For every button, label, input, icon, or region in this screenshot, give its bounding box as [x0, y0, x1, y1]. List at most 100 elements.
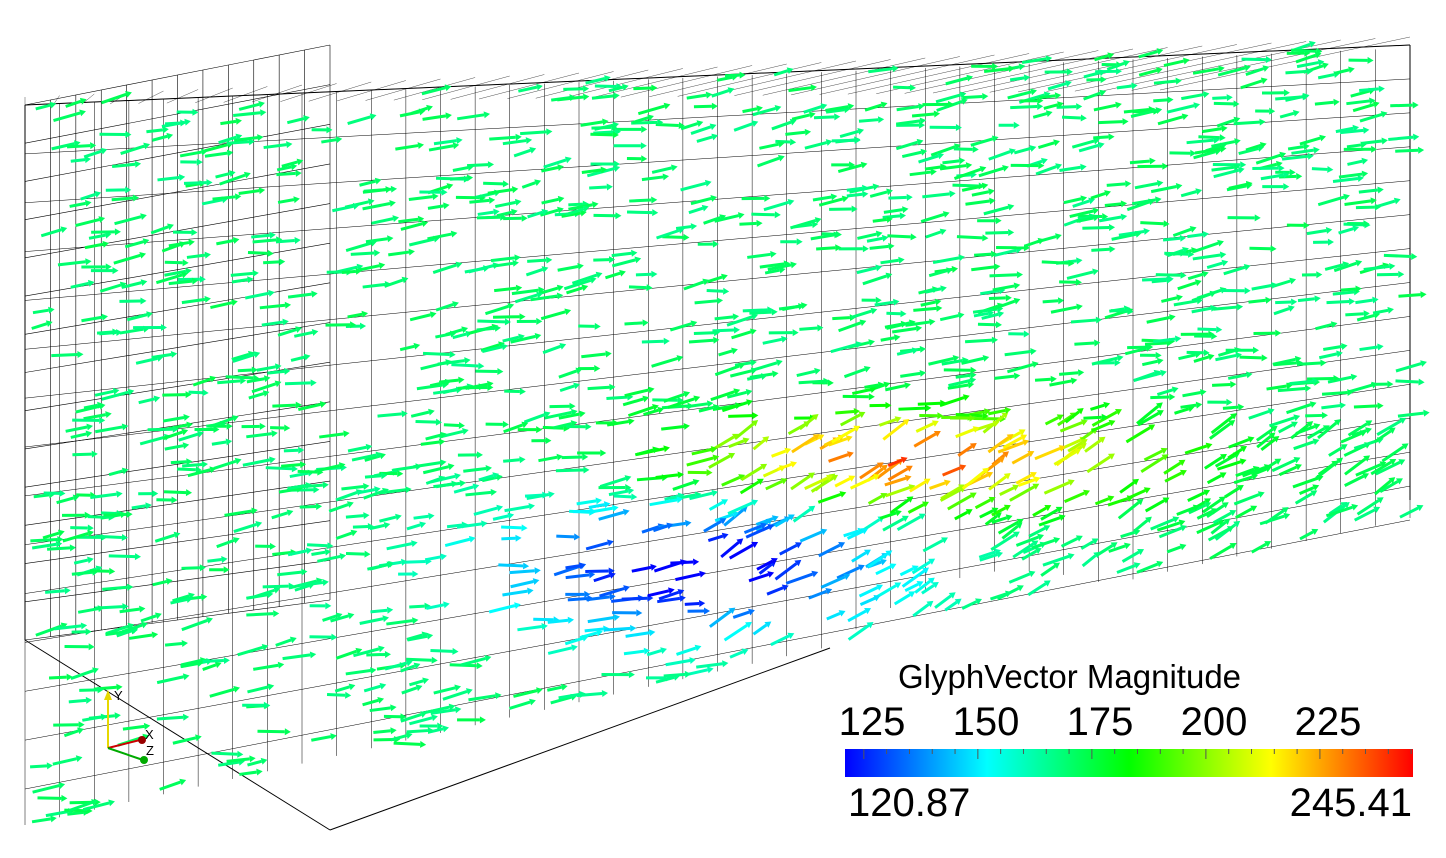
glyph-arrow-icon	[70, 158, 86, 163]
glyph-arrow-icon	[757, 156, 780, 168]
glyph-arrow-icon	[818, 543, 841, 558]
glyph-arrow-icon	[1239, 355, 1262, 360]
glyph-arrow-icon	[180, 662, 198, 669]
glyph-arrow-icon	[1204, 498, 1211, 505]
glyph-arrow-icon	[440, 459, 447, 467]
glyph-arrow-icon	[936, 304, 943, 312]
glyph-arrow-icon	[1250, 505, 1258, 512]
glyph-arrow-icon	[1363, 220, 1370, 228]
glyph-arrow-icon	[246, 612, 274, 617]
glyph-arrow-icon	[536, 426, 543, 434]
glyph-arrow-icon	[895, 509, 902, 517]
glyph-arrow-icon	[1372, 296, 1379, 304]
glyph-arrow-icon	[916, 138, 924, 146]
glyph-arrow-icon	[1363, 264, 1390, 272]
glyph-arrow-icon	[847, 624, 870, 641]
glyph-arrow-icon	[225, 438, 233, 446]
glyph-arrow-icon	[991, 336, 999, 344]
glyph-arrow-icon	[548, 491, 555, 498]
glyph-arrow-icon	[660, 647, 667, 654]
glyph-arrow-icon	[934, 298, 942, 306]
glyph-arrow-icon	[173, 531, 181, 539]
glyph-arrow-icon	[295, 169, 302, 177]
glyph-arrow-icon	[347, 312, 363, 319]
glyph-arrow-icon	[521, 181, 536, 189]
glyph-arrow-icon	[1220, 145, 1227, 153]
glyph-arrow-icon	[159, 780, 181, 791]
glyph-arrow-icon	[1040, 564, 1056, 577]
glyph-arrow-icon	[872, 473, 880, 481]
glyph-arrow-icon	[517, 625, 543, 632]
glyph-arrow-icon	[243, 171, 251, 179]
glyph-arrow-icon	[794, 559, 802, 567]
glyph-arrow-icon	[1344, 474, 1365, 487]
glyph-arrow-icon	[507, 512, 515, 520]
glyph-arrow-icon	[207, 558, 222, 563]
glyph-arrow-icon	[1115, 409, 1122, 416]
glyph-arrow-icon	[1150, 185, 1177, 194]
glyph-arrow-icon	[201, 198, 223, 206]
glyph-arrow-icon	[846, 192, 863, 198]
glyph-arrow-icon	[1238, 147, 1259, 156]
glyph-arrow-icon	[986, 471, 994, 479]
glyph-arrow-icon	[1343, 193, 1350, 201]
glyph-arrow-icon	[1075, 278, 1082, 286]
glyph-arrow-icon	[613, 92, 620, 100]
glyph-arrow-icon	[626, 210, 653, 215]
glyph-arrow-icon	[1321, 62, 1329, 70]
glyph-arrow-icon	[790, 219, 817, 230]
glyph-arrow-icon	[233, 136, 258, 142]
glyph-arrow-icon	[427, 204, 444, 210]
glyph-arrow-icon	[886, 321, 911, 330]
glyph-arrow-icon	[335, 136, 343, 144]
glyph-arrow-icon	[1003, 504, 1011, 511]
glyph-arrow-icon	[40, 228, 62, 238]
glyph-arrow-icon	[525, 137, 533, 145]
glyph-arrow-icon	[972, 307, 998, 314]
glyph-arrow-icon	[295, 401, 302, 409]
glyph-arrow-icon	[362, 188, 386, 194]
glyph-arrow-icon	[496, 504, 504, 512]
glyph-arrow-icon	[566, 286, 583, 295]
glyph-arrow-icon	[1179, 543, 1187, 551]
glyph-arrow-icon	[48, 675, 67, 680]
glyph-arrow-icon	[922, 192, 950, 199]
glyph-arrow-icon	[393, 741, 421, 746]
glyph-arrow-icon	[282, 318, 289, 326]
glyph-arrow-icon	[75, 755, 83, 763]
glyph-arrow-icon	[943, 479, 951, 487]
glyph-arrow-icon	[840, 413, 861, 427]
glyph-arrow-icon	[1032, 483, 1040, 490]
glyph-arrow-icon	[1165, 251, 1181, 256]
glyph-arrow-icon	[720, 541, 740, 559]
glyph-arrow-icon	[451, 363, 479, 368]
glyph-arrow-icon	[1153, 337, 1176, 344]
glyph-arrow-icon	[1041, 157, 1048, 165]
glyph-arrow-icon	[1018, 478, 1036, 487]
glyph-arrow-icon	[327, 542, 334, 550]
glyph-arrow-icon	[108, 799, 115, 807]
glyph-arrow-icon	[721, 532, 729, 540]
glyph-arrow-icon	[628, 418, 635, 425]
glyph-arrow-icon	[846, 186, 863, 192]
glyph-arrow-icon	[359, 322, 367, 330]
glyph-arrow-icon	[813, 115, 835, 120]
glyph-arrow-icon	[1174, 407, 1190, 415]
glyph-arrow-icon	[1013, 147, 1031, 155]
glyph-arrow-icon	[445, 328, 463, 336]
glyph-arrow-icon	[931, 420, 939, 427]
glyph-arrow-icon	[1009, 76, 1025, 82]
glyph-arrow-icon	[411, 540, 418, 548]
glyph-arrow-icon	[237, 645, 264, 657]
glyph-arrow-icon	[536, 291, 543, 299]
glyph-arrow-icon	[453, 485, 474, 494]
glyph-arrow-icon	[233, 522, 257, 534]
glyph-arrow-icon	[826, 611, 841, 621]
glyph-arrow-icon	[988, 188, 995, 196]
glyph-arrow-icon	[1067, 440, 1084, 453]
glyph-arrow-icon	[1327, 238, 1334, 246]
glyph-arrow-icon	[1379, 461, 1387, 468]
glyph-arrow-icon	[784, 447, 792, 455]
glyph-arrow-icon	[1237, 403, 1245, 411]
